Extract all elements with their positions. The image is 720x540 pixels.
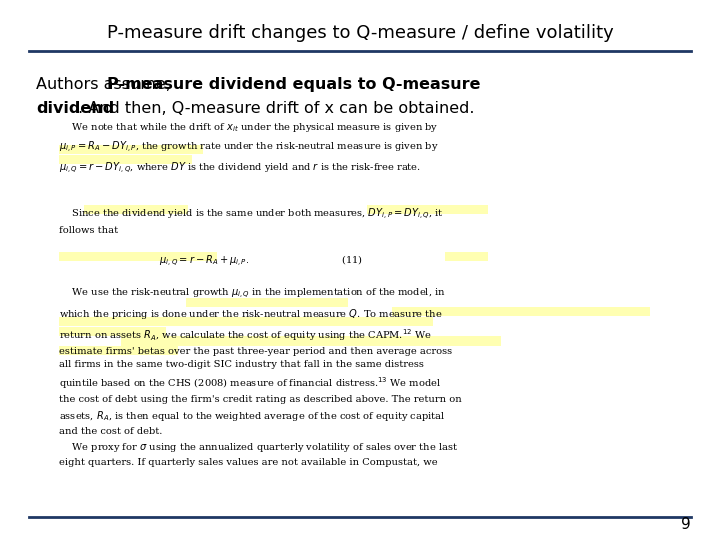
FancyBboxPatch shape (59, 327, 166, 336)
FancyBboxPatch shape (59, 155, 192, 164)
Text: . And then, Q-measure drift of x can be obtained.: . And then, Q-measure drift of x can be … (78, 101, 474, 116)
FancyBboxPatch shape (84, 205, 188, 214)
Text: 9: 9 (681, 517, 691, 532)
FancyBboxPatch shape (121, 336, 501, 346)
FancyBboxPatch shape (59, 317, 433, 326)
Text: P-measure drift changes to Q-measure / define volatility: P-measure drift changes to Q-measure / d… (107, 24, 613, 42)
FancyBboxPatch shape (59, 346, 178, 355)
FancyBboxPatch shape (445, 252, 488, 261)
FancyBboxPatch shape (186, 298, 348, 307)
FancyBboxPatch shape (392, 307, 650, 316)
FancyBboxPatch shape (59, 252, 217, 261)
FancyBboxPatch shape (367, 205, 488, 214)
Text: dividend: dividend (36, 101, 114, 116)
Text: We note that while the drift of $x_{it}$ under the physical measure is given by
: We note that while the drift of $x_{it}$… (59, 122, 462, 467)
Text: P-measure dividend equals to Q-measure: P-measure dividend equals to Q-measure (107, 77, 480, 92)
Text: Authors assume,: Authors assume, (36, 77, 176, 92)
FancyBboxPatch shape (59, 145, 203, 154)
